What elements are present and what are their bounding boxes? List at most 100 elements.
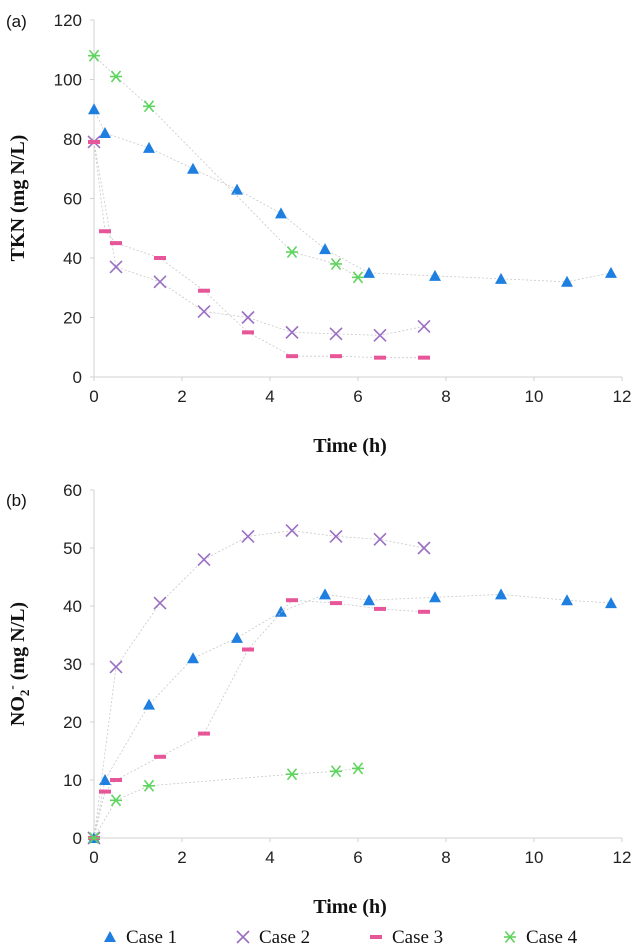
legend-label: Case 2: [259, 927, 310, 948]
panel-b-data-point: [329, 529, 343, 543]
panel-a-data-point: [198, 288, 210, 293]
panel-a-data-point: [241, 310, 255, 325]
panel-a-series-connector: [93, 141, 425, 336]
panel-a-y-tick-label: 20: [63, 309, 82, 328]
legend-marker-icon: [370, 935, 382, 939]
panel-a-data-point: [286, 246, 298, 259]
panel-a-series-connector: [93, 109, 612, 283]
panel-a-tkn-chart: (a) TKN (mg N/L) Time (h) 02040608010012…: [6, 11, 631, 457]
panel-b-y-tick-label: 20: [63, 713, 82, 732]
panel-b-y-title-rest: (mg N/L): [7, 602, 29, 685]
panel-a-data-point: [143, 100, 155, 113]
panel-a-data-point: [99, 127, 111, 139]
panel-b-y-title-sub: 2: [17, 690, 32, 697]
panel-b-y-tick-label: 10: [63, 771, 82, 790]
panel-b-y-tick-label: 40: [63, 597, 82, 616]
panel-b-x-axis-title: Time (h): [313, 896, 387, 918]
panel-b-data-point: [374, 606, 386, 611]
panel-b-y-tick-label: 0: [73, 829, 82, 848]
panel-a-data-point: [418, 355, 430, 360]
panel-a-data-point: [605, 266, 617, 278]
panel-b-data-point: [197, 553, 211, 567]
panel-b-data-point: [242, 647, 254, 652]
panel-b-data-point: [330, 765, 342, 778]
panel-a-data-point: [153, 275, 167, 289]
panel-a-data-point: [143, 141, 155, 153]
panel-b-nitrite-chart: (b) NO2- (mg N/L) Time (h) 0102030405060…: [4, 481, 631, 918]
panel-a-x-tick-label: 6: [353, 387, 362, 406]
panel-b-series-connector: [93, 768, 359, 839]
panel-b-y-axis-title: NO2- (mg N/L): [4, 602, 32, 726]
panel-a-data-point: [429, 269, 441, 281]
panel-b-series-connector: [93, 593, 612, 839]
panel-a-data-point: [329, 327, 343, 341]
panel-a-y-tick-label: 0: [73, 368, 82, 387]
panel-a-data-point: [495, 272, 507, 284]
panel-a-series-case-4: [88, 49, 364, 284]
panel-a-data-point: [154, 256, 166, 260]
panel-b-data-point: [99, 774, 111, 785]
panel-a-data-point: [231, 183, 243, 195]
panel-a-data-point: [352, 271, 364, 284]
panel-b-data-point: [363, 594, 375, 606]
panel-b-data-point: [153, 596, 167, 610]
panel-b-data-point: [241, 529, 255, 543]
panel-a-x-axis-title: Time (h): [313, 435, 387, 457]
panel-b-data-point: [143, 698, 155, 710]
panel-a-label: (a): [6, 12, 27, 31]
panel-b-data-point: [143, 779, 155, 792]
legend-label: Case 1: [126, 927, 177, 948]
panel-a-data-point: [275, 207, 287, 219]
panel-a-series-connector: [93, 141, 424, 359]
panel-a-y-axis-title: TKN (mg N/L): [7, 135, 29, 262]
panel-b-series-case-1: [88, 588, 617, 843]
panel-a-data-point: [110, 241, 122, 246]
panel-b-x-tick-label: 8: [441, 848, 450, 867]
panel-b-y-title-main: NO: [7, 696, 29, 726]
panel-b-x-tick-label: 2: [177, 848, 186, 867]
panel-b-data-point: [285, 524, 299, 538]
panel-a-y-tick-label: 60: [63, 190, 82, 209]
panel-b-data-point: [286, 598, 298, 603]
panel-a-data-point: [330, 354, 342, 359]
panel-a-x-tick-label: 12: [613, 387, 632, 406]
panel-b-series-connector: [93, 530, 425, 839]
panel-a-x-tick-label: 4: [265, 387, 274, 406]
panel-b-data-point: [187, 652, 199, 664]
panel-b-data-point: [231, 631, 243, 643]
panel-b-data-point: [418, 609, 430, 614]
panel-a-series-case-1: [88, 103, 617, 287]
panel-b-data-point: [605, 597, 617, 609]
panel-a-y-tick-label: 100: [54, 71, 82, 90]
panel-b-data-point: [417, 541, 431, 555]
panel-b-data-point: [561, 594, 573, 606]
panel-b-data-point: [109, 660, 123, 674]
panel-a-data-point: [88, 139, 100, 144]
panel-a-data-point: [242, 330, 254, 335]
legend: Case 1 Case 2 Case 3 Case 4: [104, 927, 578, 948]
panel-b-data-point: [495, 588, 507, 600]
panel-a-data-point: [99, 229, 111, 234]
panel-b-data-point: [275, 605, 287, 617]
panel-b-data-point: [319, 588, 331, 600]
panel-a-data-point: [187, 162, 199, 174]
panel-a-data-point: [417, 319, 431, 333]
panel-b-y-title-sup: -: [4, 685, 19, 689]
panel-b-x-tick-label: 4: [265, 848, 274, 867]
legend-label: Case 4: [526, 927, 578, 948]
panel-b-series-case-3: [88, 598, 430, 840]
panel-b-data-point: [110, 794, 122, 807]
panel-b-y-tick-label: 60: [63, 481, 82, 500]
legend-item-case-4: Case 4: [504, 927, 578, 948]
panel-a-x-tick-label: 2: [177, 387, 186, 406]
legend-marker-icon: [104, 931, 116, 942]
panel-a-data-point: [561, 275, 573, 287]
panel-a-data-point: [285, 325, 299, 339]
panel-a-data-point: [286, 354, 298, 359]
legend-marker-icon: [236, 930, 250, 944]
legend-marker-icon: [504, 930, 516, 944]
panel-a-data-point: [330, 257, 342, 270]
panel-b-y-tick-label: 30: [63, 655, 82, 674]
panel-a-x-tick-label: 8: [441, 387, 450, 406]
